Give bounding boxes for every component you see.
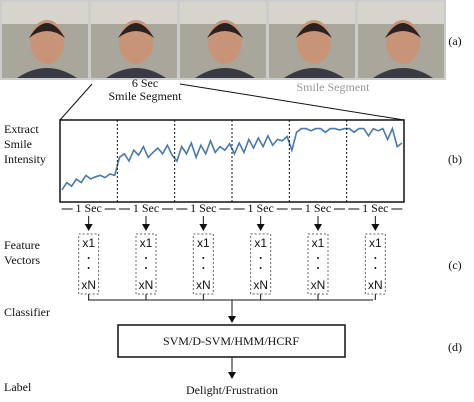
window-label: 1 Sec	[305, 201, 331, 215]
zoom-line	[179, 83, 405, 121]
shirt	[17, 68, 77, 78]
shirt	[284, 68, 344, 78]
photo-shelf	[2, 2, 88, 24]
vector-dot	[87, 267, 90, 269]
segment-label: Smile Segment	[109, 89, 183, 103]
vector-dot	[87, 257, 90, 259]
faded-segment-label: Smile Segment	[297, 80, 371, 94]
segment-duration: 6 Sec	[132, 76, 158, 90]
vector-first: x1	[140, 236, 153, 250]
vector-dot	[374, 257, 377, 259]
vector-dot	[202, 267, 205, 269]
row-label: Classifier	[4, 305, 50, 319]
vector-dot	[374, 267, 377, 269]
vector-last: xN	[139, 278, 154, 292]
vector-dot	[145, 257, 147, 259]
vector-last: xN	[368, 278, 383, 292]
photo-shelf	[91, 2, 177, 24]
shirt	[195, 68, 255, 78]
vector-last: xN	[81, 278, 96, 292]
panel-label: (d)	[448, 340, 462, 354]
hair	[385, 23, 421, 38]
vector-dot	[259, 267, 262, 269]
photo-shelf	[269, 2, 355, 24]
classifier-text: SVM/D-SVM/HMM/HCRF	[163, 334, 299, 348]
row-label: Extract Smile Intensity	[4, 122, 46, 166]
zoom-line	[59, 83, 93, 121]
row-label: Label	[4, 380, 32, 394]
window-label: 1 Sec	[362, 201, 388, 215]
hair	[118, 23, 154, 38]
vector-first: x1	[197, 236, 210, 250]
vector-first: x1	[82, 236, 95, 250]
vector-first: x1	[254, 236, 267, 250]
output-label: Delight/Frustration	[186, 383, 278, 397]
row-label: Feature Vectors	[4, 238, 40, 267]
panel-label: (a)	[448, 34, 461, 48]
vector-last: xN	[253, 278, 268, 292]
vector-dot	[317, 267, 319, 269]
shirt	[373, 68, 433, 78]
window-label: 1 Sec	[133, 201, 159, 215]
photo-strip	[0, 0, 446, 80]
hair	[29, 23, 65, 38]
panel-label: (c)	[448, 258, 461, 272]
photo-shelf	[358, 2, 444, 24]
window-label: 1 Sec	[248, 201, 274, 215]
vector-last: xN	[311, 278, 326, 292]
vector-dot	[259, 257, 262, 259]
vector-first: x1	[369, 236, 382, 250]
window-label: 1 Sec	[190, 201, 216, 215]
vector-last: xN	[196, 278, 211, 292]
window-label: 1 Sec	[76, 201, 102, 215]
vector-first: x1	[312, 236, 325, 250]
vector-dot	[317, 257, 319, 259]
hair	[207, 23, 243, 38]
hair	[296, 23, 332, 38]
photo-shelf	[180, 2, 266, 24]
shirt	[106, 68, 166, 78]
vector-dot	[145, 267, 147, 269]
panel-label: (b)	[448, 152, 462, 166]
vector-dot	[202, 257, 205, 259]
